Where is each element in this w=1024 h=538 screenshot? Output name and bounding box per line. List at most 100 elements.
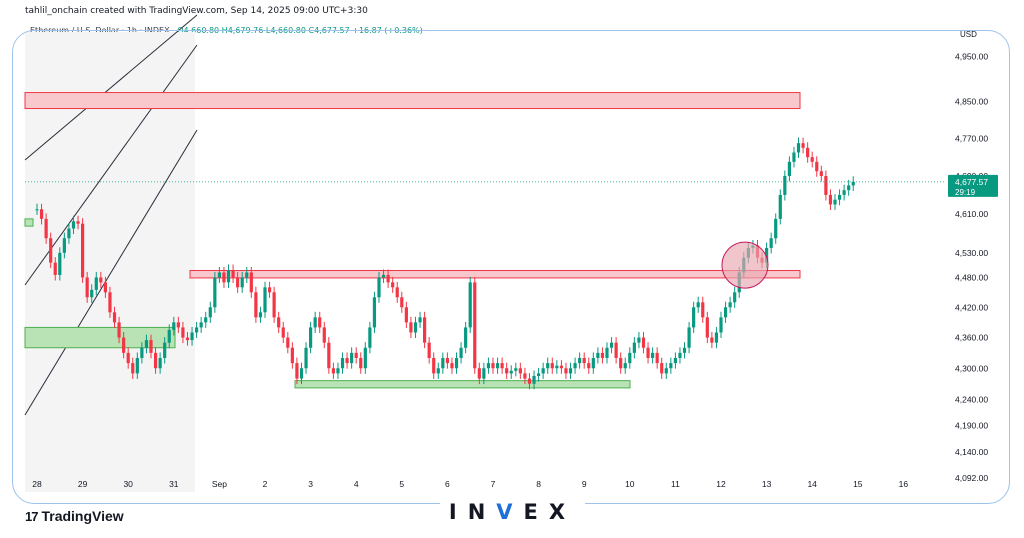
candle[interactable] <box>81 223 85 278</box>
candle[interactable] <box>277 317 281 328</box>
candle[interactable] <box>327 342 331 369</box>
candle[interactable] <box>509 370 513 374</box>
candle[interactable] <box>204 317 208 323</box>
candle[interactable] <box>144 340 149 348</box>
candle[interactable] <box>445 357 449 364</box>
candle[interactable] <box>94 277 98 290</box>
candle[interactable] <box>765 247 769 263</box>
candle[interactable] <box>614 342 618 358</box>
candle[interactable] <box>103 282 107 293</box>
candle[interactable] <box>217 272 221 278</box>
candle[interactable] <box>705 317 709 338</box>
candle[interactable] <box>163 342 167 358</box>
candle[interactable] <box>117 322 121 338</box>
candle[interactable] <box>185 337 190 341</box>
candle[interactable] <box>76 221 80 224</box>
candle[interactable] <box>172 322 176 330</box>
candle[interactable] <box>687 327 691 348</box>
candle[interactable] <box>231 270 235 278</box>
candle[interactable] <box>272 292 276 318</box>
candle[interactable] <box>723 307 728 318</box>
candle[interactable] <box>696 302 700 308</box>
candle[interactable] <box>58 252 62 275</box>
candle[interactable] <box>354 352 358 358</box>
candle[interactable] <box>304 347 308 369</box>
candle[interactable] <box>728 302 732 308</box>
candle[interactable] <box>245 272 249 278</box>
candle[interactable] <box>454 357 459 369</box>
candle[interactable] <box>395 287 399 298</box>
candle[interactable] <box>318 317 322 328</box>
candle[interactable] <box>573 363 577 369</box>
candle[interactable] <box>655 352 659 364</box>
candle[interactable] <box>336 368 340 374</box>
candle[interactable] <box>701 302 705 318</box>
candle[interactable] <box>527 378 532 384</box>
candle[interactable] <box>391 282 395 288</box>
candle[interactable] <box>309 327 313 348</box>
candle[interactable] <box>249 272 253 293</box>
candle[interactable] <box>796 143 801 153</box>
trend-line[interactable] <box>24 44 198 286</box>
candle[interactable] <box>459 347 463 358</box>
candle[interactable] <box>824 175 828 195</box>
candle[interactable] <box>258 312 263 318</box>
candle[interactable] <box>651 352 655 358</box>
candle[interactable] <box>669 363 673 369</box>
candle[interactable] <box>505 368 509 374</box>
candle[interactable] <box>377 277 381 298</box>
candle[interactable] <box>810 157 814 162</box>
candle[interactable] <box>423 317 427 343</box>
candle[interactable] <box>386 274 390 283</box>
candle[interactable] <box>167 329 171 343</box>
candle[interactable] <box>473 282 477 369</box>
candle[interactable] <box>254 292 258 318</box>
candle[interactable] <box>847 185 851 191</box>
candle[interactable] <box>99 277 103 283</box>
resistance-zone[interactable] <box>24 92 801 110</box>
candle[interactable] <box>559 365 563 369</box>
candle[interactable] <box>550 363 554 369</box>
candle[interactable] <box>281 327 285 338</box>
candle[interactable] <box>240 277 244 288</box>
candle[interactable] <box>222 272 226 283</box>
candle[interactable] <box>619 357 623 369</box>
candle[interactable] <box>482 368 486 379</box>
candle[interactable] <box>108 292 112 313</box>
trend-line[interactable] <box>24 129 198 416</box>
candle[interactable] <box>368 327 372 348</box>
candle[interactable] <box>267 287 272 293</box>
candle[interactable] <box>792 152 796 162</box>
candle[interactable] <box>153 352 158 369</box>
candle[interactable] <box>213 277 217 308</box>
candle[interactable] <box>678 352 682 358</box>
candle[interactable] <box>313 317 317 328</box>
candle[interactable] <box>518 368 522 374</box>
candle[interactable] <box>692 307 696 328</box>
candle[interactable] <box>176 322 180 328</box>
candle[interactable] <box>578 357 582 364</box>
candle[interactable] <box>90 289 94 298</box>
candle[interactable] <box>226 270 231 283</box>
candle[interactable] <box>71 221 76 229</box>
support-zone[interactable] <box>24 218 34 227</box>
candle[interactable] <box>637 337 641 343</box>
candle[interactable] <box>322 327 326 343</box>
candle[interactable] <box>600 352 605 358</box>
candle[interactable] <box>514 368 518 371</box>
candle[interactable] <box>44 218 48 239</box>
candle[interactable] <box>682 347 687 353</box>
candle[interactable] <box>418 317 422 323</box>
support-zone[interactable] <box>294 380 631 389</box>
candle[interactable] <box>140 347 144 358</box>
candle[interactable] <box>464 327 468 348</box>
candle[interactable] <box>801 143 805 148</box>
candle[interactable] <box>783 175 787 195</box>
candle[interactable] <box>646 347 650 358</box>
candle[interactable] <box>208 307 212 318</box>
candle[interactable] <box>350 352 354 364</box>
time-axis[interactable]: 28 29 30 31 Sep 2 3 4 5 6 7 8 9 10 11 12 13 14 15 16 <box>32 479 908 489</box>
candle[interactable] <box>149 340 153 353</box>
candle[interactable] <box>404 307 408 323</box>
